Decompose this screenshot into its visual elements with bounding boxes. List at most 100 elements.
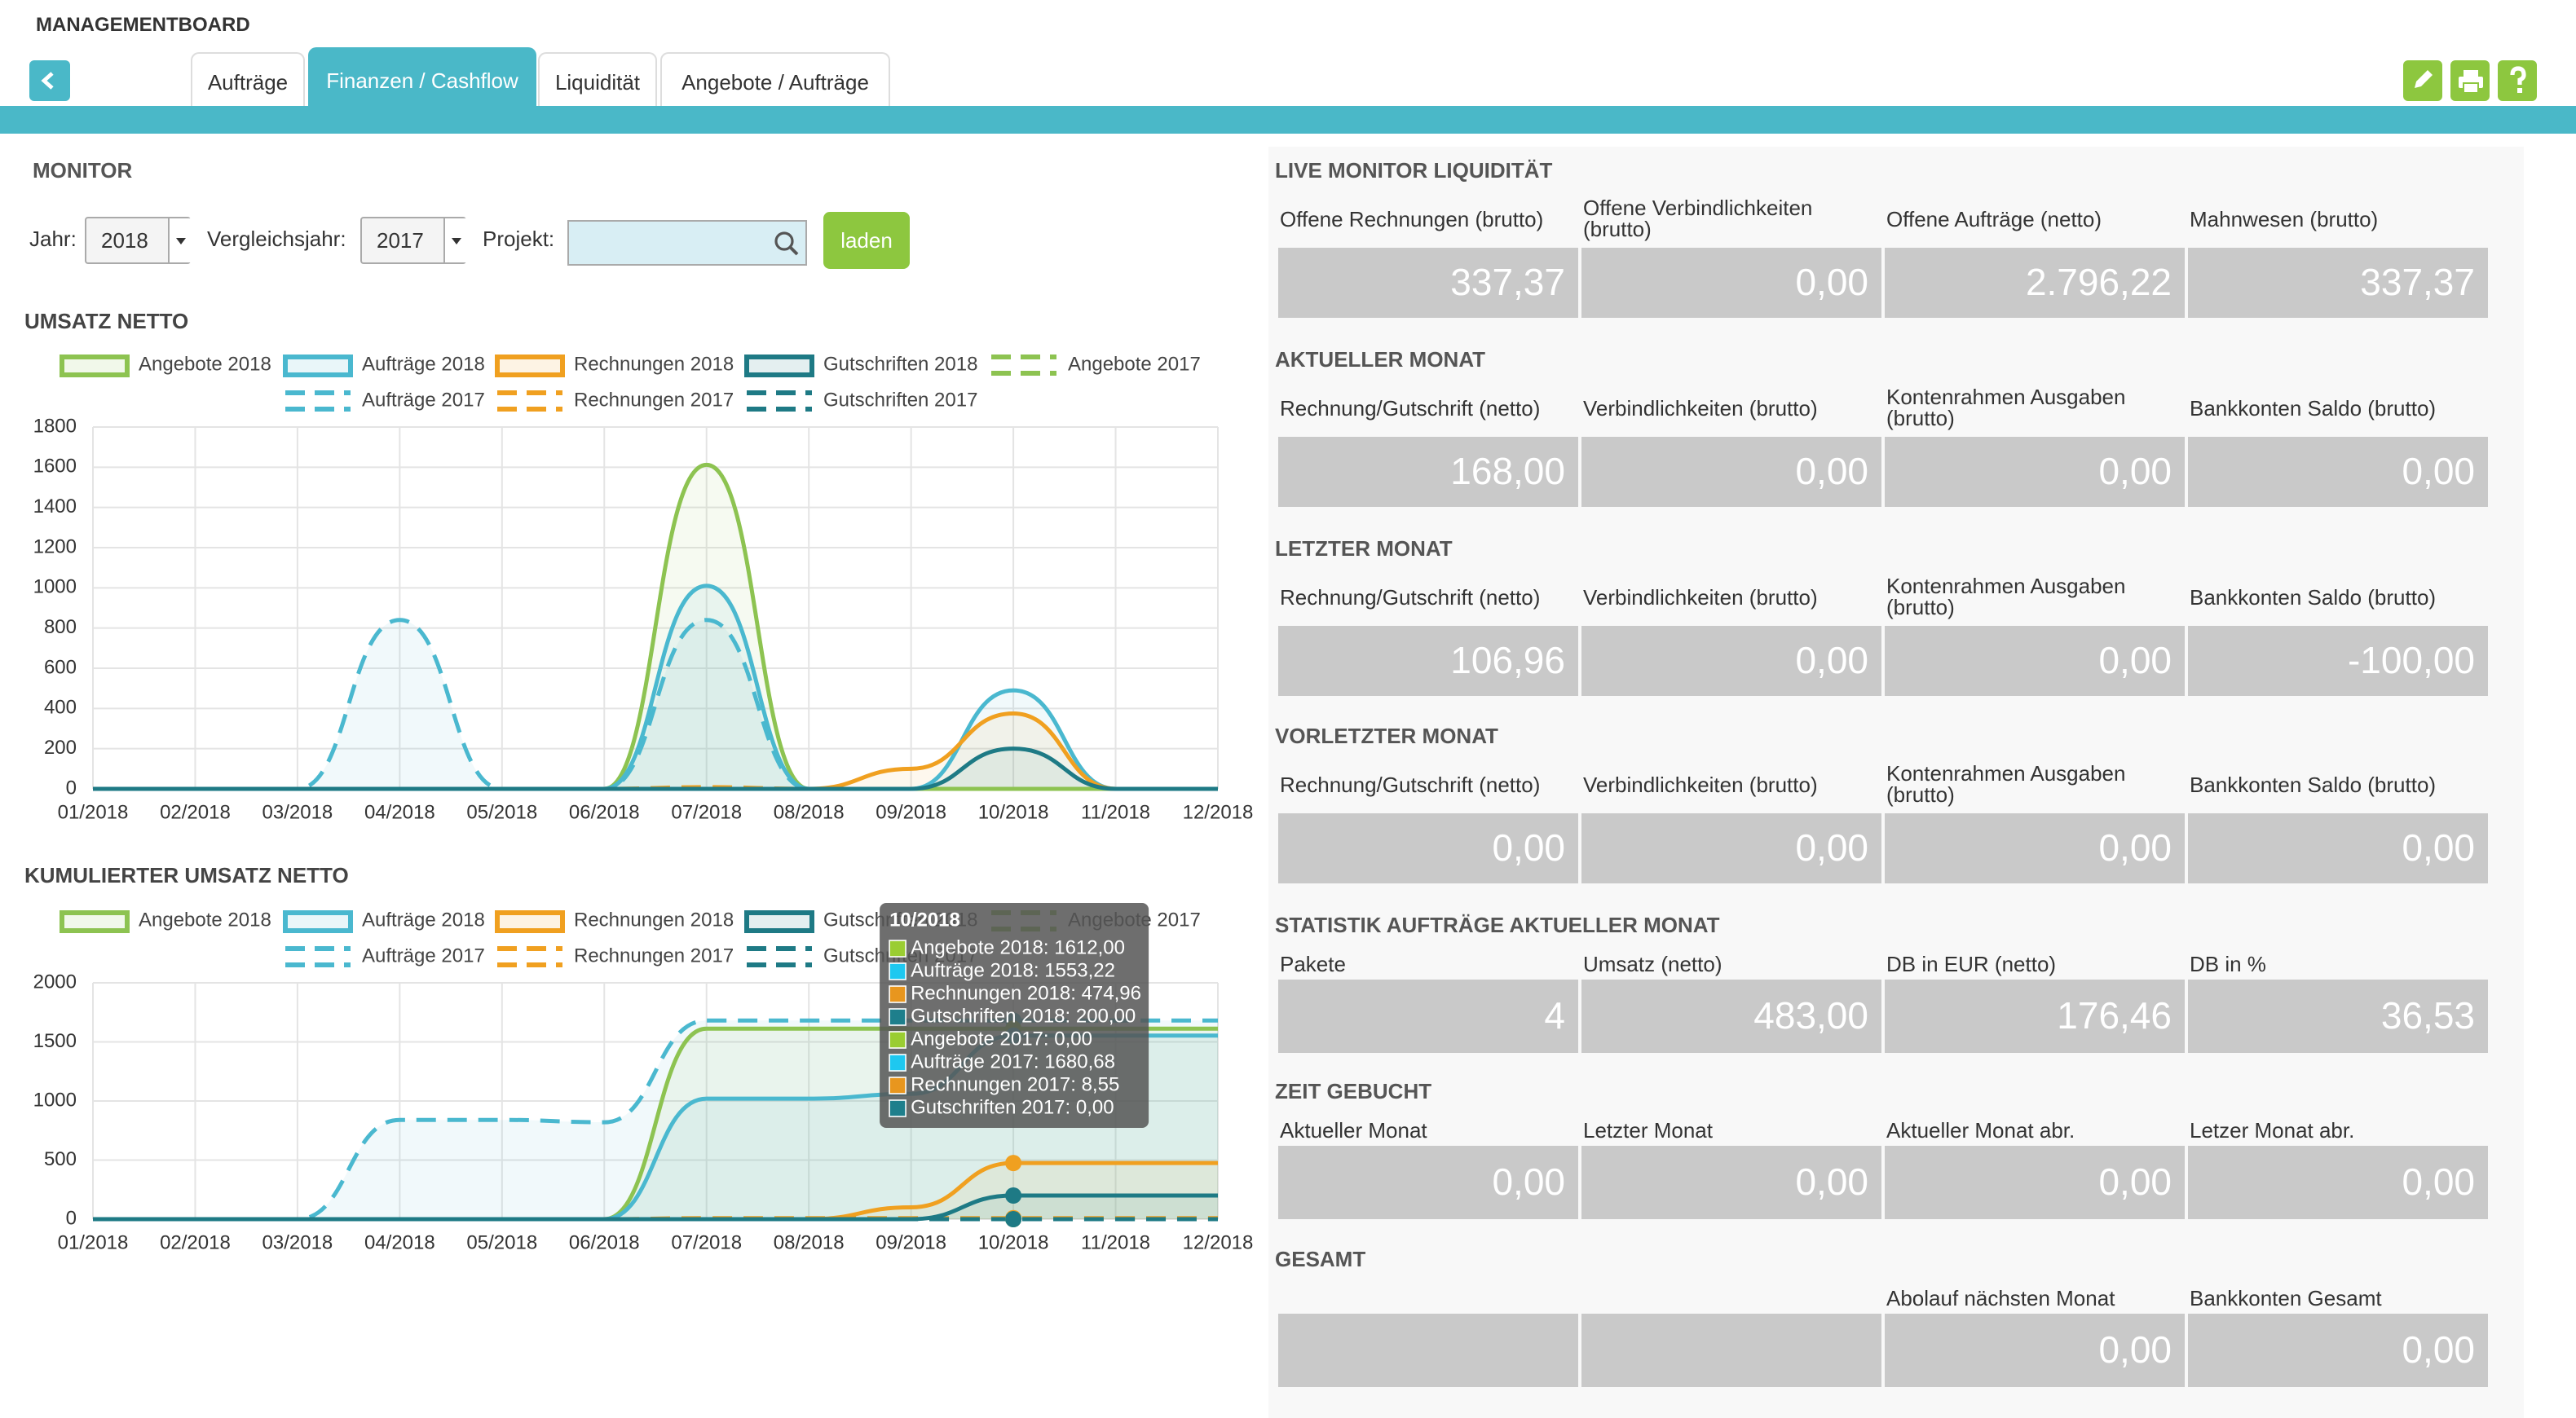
area-fill — [93, 713, 1218, 789]
value-box: 0,00 — [1581, 1146, 1881, 1219]
x-tick-label: 11/2018 — [1081, 1231, 1150, 1253]
select-arrow — [443, 218, 466, 262]
value: 0,00 — [1795, 826, 1868, 869]
column-label: Verbindlichkeiten (brutto) — [1583, 395, 1818, 420]
toolbar-button[interactable] — [2403, 60, 2442, 101]
legend-label: Angebote 2017 — [1068, 353, 1201, 375]
value-box: 168,00 — [1278, 437, 1578, 507]
arrow-icon — [452, 238, 461, 244]
value: 0,00 — [1795, 261, 1868, 303]
value: 0,00 — [2402, 1160, 2475, 1203]
tab[interactable]: Aufträge — [191, 52, 305, 106]
area-fill — [93, 1035, 1218, 1219]
x-tick-label: 06/2018 — [569, 801, 640, 823]
column-label: Kontenrahmen Ausgaben (brutto) — [1886, 385, 2126, 430]
value: 4 — [1544, 994, 1565, 1037]
y-tick-label: 1600 — [33, 456, 77, 478]
value-box: 337,37 — [1278, 248, 1578, 318]
area-fill — [93, 1196, 1218, 1219]
x-tick-label: 12/2018 — [1183, 801, 1254, 823]
value: 0,00 — [2402, 826, 2475, 869]
select-arrow — [168, 218, 191, 262]
x-tick-label: 07/2018 — [671, 801, 742, 823]
back-icon — [41, 72, 54, 90]
value-box: 0,00 — [1885, 1314, 2185, 1387]
value-box: 0,00 — [2188, 1314, 2488, 1387]
toolbar-button[interactable] — [2498, 60, 2537, 101]
value: 0,00 — [2098, 1160, 2172, 1203]
hover-point — [1005, 1211, 1022, 1227]
area-fill — [93, 1163, 1218, 1219]
section-title: MONITOR — [33, 158, 133, 183]
value-box: 0,00 — [2188, 1146, 2488, 1219]
column-label: Rechnung/Gutschrift (netto) — [1280, 772, 1541, 796]
value-box: 36,53 — [2188, 980, 2488, 1053]
x-tick-label: 05/2018 — [466, 801, 537, 823]
select-value: 2018 — [101, 228, 148, 253]
tooltip-swatch — [889, 1008, 906, 1026]
column-label: Kontenrahmen Ausgaben (brutto) — [1886, 761, 2126, 807]
y-tick-label: 200 — [44, 737, 77, 759]
area-fill — [93, 619, 1218, 789]
tab-bar — [0, 106, 2576, 134]
y-tick-label: 1200 — [33, 535, 77, 557]
section-title: GESAMT — [1275, 1247, 1366, 1271]
project-input[interactable] — [567, 220, 807, 266]
legend-swatch — [283, 910, 353, 933]
tooltip-box — [880, 903, 1149, 1128]
series-line — [92, 618, 1218, 791]
value-box: 0,00 — [1581, 437, 1881, 507]
search-icon — [774, 231, 799, 256]
column-label: Abolauf nächsten Monat — [1886, 1285, 2115, 1310]
x-tick-label: 07/2018 — [671, 1231, 742, 1253]
load-button[interactable]: laden — [823, 212, 910, 269]
legend-swatch — [60, 910, 130, 933]
column-label: Verbindlichkeiten (brutto) — [1583, 584, 1818, 609]
series-line — [92, 746, 1218, 791]
select[interactable]: 2018 — [85, 217, 191, 264]
column-label: Kontenrahmen Ausgaben (brutto) — [1886, 574, 2126, 619]
hover-point — [1005, 1187, 1022, 1204]
section-title: LIVE MONITOR LIQUIDITÄT — [1275, 158, 1553, 183]
y-tick-label: 2000 — [33, 971, 77, 993]
tab[interactable]: Angebote / Aufträge — [660, 52, 890, 106]
tab[interactable]: Finanzen / Cashflow — [308, 47, 536, 106]
x-tick-label: 05/2018 — [466, 1231, 537, 1253]
x-tick-label: 09/2018 — [876, 801, 946, 823]
tooltip-item: Gutschriften 2017: 0,00 — [911, 1096, 1114, 1118]
filter-label: Vergleichsjahr: — [207, 227, 346, 251]
legend-swatch — [744, 910, 814, 933]
arrow-icon — [176, 238, 186, 244]
tooltip-swatch — [889, 1077, 906, 1094]
column-label: Letzer Monat abr. — [2190, 1117, 2355, 1142]
select-value: 2017 — [377, 228, 424, 253]
back-button[interactable] — [29, 60, 70, 101]
legend-label: Gutschriften 2018 — [823, 353, 977, 375]
toolbar-button[interactable] — [2450, 60, 2490, 101]
tab[interactable]: Liquidität — [538, 52, 657, 106]
area-fill — [93, 465, 1218, 789]
hover-point — [1005, 1155, 1022, 1172]
value-box — [1278, 1314, 1578, 1387]
legend-label: Angebote 2018 — [139, 909, 271, 931]
column-label: Bankkonten Saldo (brutto) — [2190, 584, 2437, 609]
value: 2.796,22 — [2025, 261, 2172, 303]
value-box: 0,00 — [1885, 813, 2185, 883]
x-tick-label: 04/2018 — [364, 1231, 435, 1253]
tooltip-swatch — [889, 962, 906, 980]
value: 0,00 — [1795, 639, 1868, 681]
value: 106,96 — [1450, 639, 1565, 681]
column-label: Umsatz (netto) — [1583, 951, 1722, 975]
select[interactable]: 2017 — [360, 217, 466, 264]
value-box: 0,00 — [1278, 813, 1578, 883]
filter-label: Projekt: — [483, 227, 555, 251]
section-title: VORLETZTER MONAT — [1275, 724, 1498, 748]
column-label: Bankkonten Saldo (brutto) — [2190, 395, 2437, 420]
y-tick-label: 1800 — [33, 415, 77, 437]
legend-swatch — [744, 354, 814, 377]
x-tick-label: 10/2018 — [978, 801, 1049, 823]
section-title: STATISTIK AUFTRÄGE AKTUELLER MONAT — [1275, 913, 1720, 937]
value-box: 0,00 — [1885, 1146, 2185, 1219]
